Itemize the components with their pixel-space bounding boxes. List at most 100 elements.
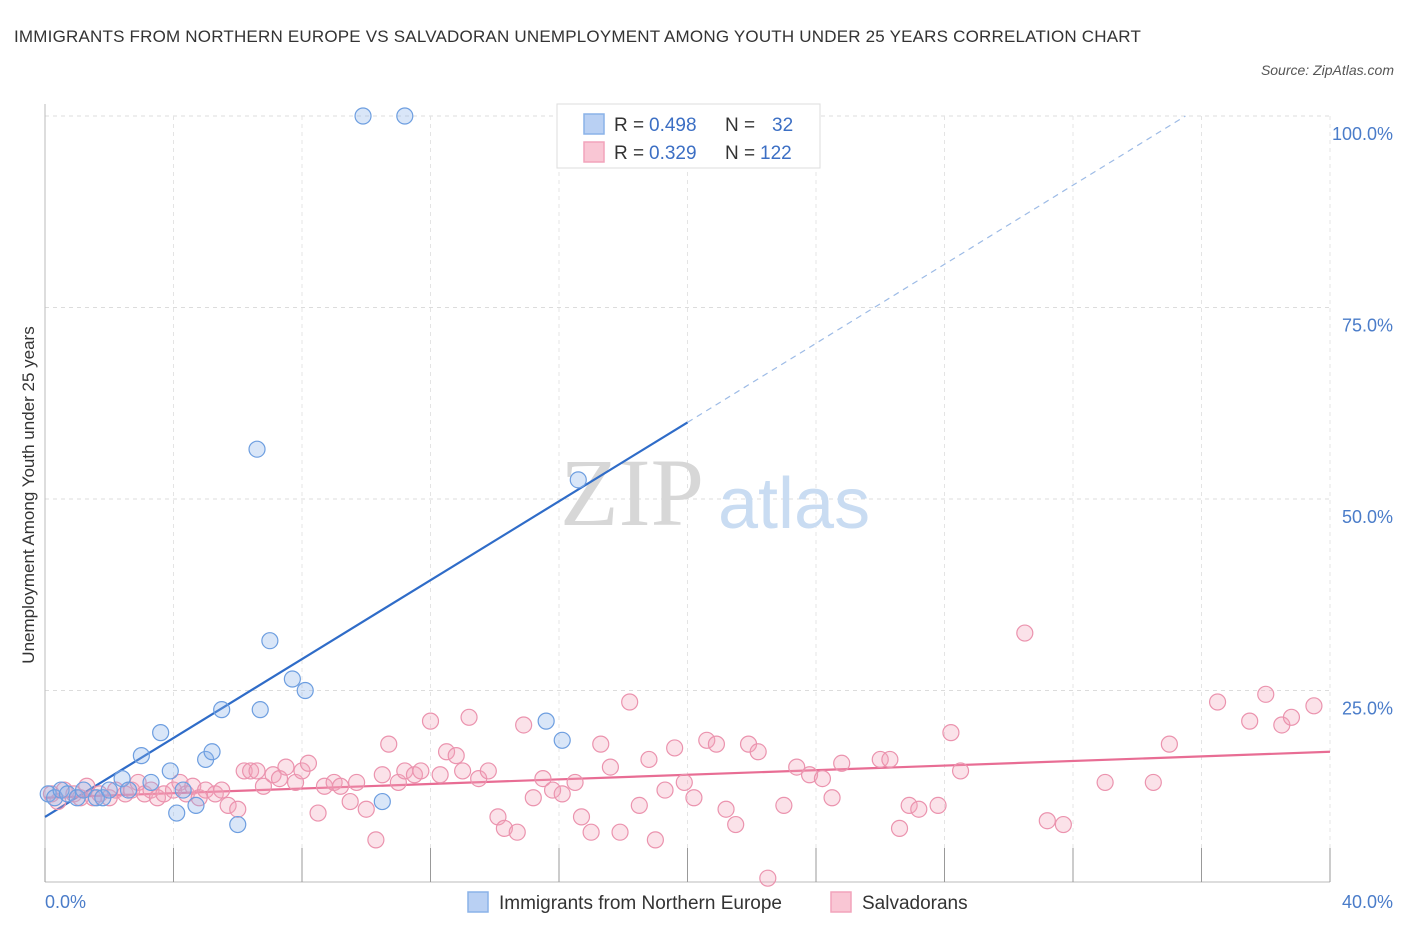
- point-salvadorans-30: [254, 777, 273, 795]
- point-salvadorans-42: [348, 773, 366, 792]
- point-salvadorans-99: [929, 796, 947, 815]
- point-northern-europe-20: [213, 701, 231, 719]
- point-salvadorans-108: [1208, 693, 1227, 711]
- point-salvadorans-92: [823, 789, 841, 807]
- legend-n-value-2: 122: [760, 143, 792, 164]
- point-northern-europe-25: [283, 670, 301, 688]
- point-salvadorans-112: [1282, 708, 1301, 726]
- legend-r-label-1: R =: [614, 115, 644, 136]
- point-northern-europe-10: [119, 781, 138, 799]
- legend-n-value-1: 32: [772, 115, 793, 136]
- legend-swatch-salvadorans: [583, 141, 605, 163]
- point-salvadorans-26: [229, 800, 247, 818]
- point-salvadorans-96: [890, 819, 909, 837]
- point-northern-europe-23: [251, 701, 269, 719]
- point-salvadorans-83: [717, 800, 735, 818]
- point-northern-europe-13: [152, 724, 170, 742]
- chart-title: IMMIGRANTS FROM NORTHERN EUROPE VS SALVA…: [14, 27, 1142, 46]
- point-northern-europe-26: [296, 681, 314, 700]
- point-salvadorans-113: [1305, 697, 1323, 715]
- point-salvadorans-104: [1054, 815, 1072, 834]
- point-salvadorans-50: [412, 762, 430, 780]
- point-salvadorans-110: [1257, 685, 1275, 703]
- point-salvadorans-55: [454, 762, 472, 780]
- point-salvadorans-94: [871, 750, 889, 769]
- series-legend: Immigrants from Northern Europe Salvador…: [467, 891, 968, 914]
- point-salvadorans-63: [524, 789, 542, 807]
- point-salvadorans-69: [582, 823, 600, 841]
- legend-r-value-1: 0.498: [649, 115, 697, 136]
- point-salvadorans-52: [431, 766, 449, 784]
- point-salvadorans-28: [242, 762, 260, 780]
- point-salvadorans-36: [299, 754, 318, 772]
- point-salvadorans-82: [707, 735, 726, 753]
- point-salvadorans-103: [1038, 812, 1056, 830]
- point-northern-europe-5: [74, 781, 93, 799]
- point-salvadorans-66: [553, 785, 571, 803]
- point-salvadorans-16: [155, 785, 173, 803]
- point-salvadorans-97: [900, 796, 918, 815]
- x-tick-label-0: 0.0%: [45, 892, 86, 912]
- point-salvadorans-101: [951, 762, 970, 780]
- point-salvadorans-109: [1241, 712, 1259, 730]
- point-salvadorans-80: [685, 789, 703, 807]
- point-salvadorans-79: [675, 773, 693, 792]
- point-salvadorans-61: [508, 823, 526, 841]
- point-salvadorans-89: [788, 758, 806, 776]
- point-northern-europe-19: [203, 743, 221, 761]
- point-northern-europe-11: [132, 747, 150, 765]
- y-tick-label-0: 100.0%: [1332, 124, 1393, 144]
- point-salvadorans-54: [447, 747, 465, 765]
- point-northern-europe-8: [100, 781, 118, 799]
- point-northern-europe-12: [142, 773, 160, 792]
- trend-line-northern-europe-extension: [687, 115, 1186, 423]
- point-salvadorans-68: [572, 808, 591, 826]
- point-salvadorans-51: [421, 712, 440, 730]
- point-northern-europe-6: [87, 789, 106, 807]
- point-salvadorans-78: [666, 739, 684, 757]
- watermark-zip: ZIP: [560, 439, 704, 546]
- point-northern-europe-22: [248, 440, 266, 458]
- point-salvadorans-56: [460, 708, 478, 726]
- legend-r-label-2: R =: [614, 143, 644, 164]
- legend-n-label-2: N =: [725, 143, 755, 164]
- point-salvadorans-53: [437, 743, 456, 761]
- x-tick-label-1: 40.0%: [1342, 892, 1393, 912]
- point-salvadorans-43: [357, 800, 375, 818]
- point-salvadorans-76: [646, 831, 664, 849]
- point-salvadorans-33: [277, 758, 295, 776]
- point-northern-europe-16: [174, 781, 192, 799]
- point-salvadorans-71: [601, 758, 620, 776]
- point-salvadorans-81: [698, 731, 716, 749]
- series-legend-swatch-1: [467, 891, 489, 913]
- point-salvadorans-77: [656, 781, 674, 799]
- point-salvadorans-46: [380, 735, 398, 753]
- point-salvadorans-86: [749, 743, 767, 761]
- point-salvadorans-24: [213, 781, 231, 799]
- point-salvadorans-73: [621, 693, 639, 711]
- point-salvadorans-72: [611, 823, 629, 841]
- point-salvadorans-105: [1096, 773, 1114, 792]
- point-salvadorans-102: [1016, 624, 1034, 642]
- point-northern-europe-17: [187, 796, 205, 815]
- point-northern-europe-14: [161, 762, 179, 780]
- point-salvadorans-75: [640, 750, 658, 769]
- point-northern-europe-32: [569, 471, 587, 489]
- y-tick-label-2: 50.0%: [1342, 507, 1393, 527]
- point-salvadorans-45: [373, 766, 391, 784]
- stats-legend: R = 0.498 N = 32 R = 0.329 N = 122: [556, 103, 821, 169]
- point-salvadorans-107: [1160, 735, 1178, 753]
- point-salvadorans-87: [759, 869, 777, 887]
- point-northern-europe-3: [58, 785, 77, 803]
- series-legend-label-1: Immigrants from Northern Europe: [499, 893, 782, 914]
- point-salvadorans-91: [813, 769, 832, 788]
- point-salvadorans-65: [543, 781, 562, 799]
- data-points: [39, 107, 1323, 887]
- point-salvadorans-95: [881, 750, 899, 769]
- point-salvadorans-74: [630, 796, 648, 815]
- point-salvadorans-25: [219, 796, 237, 815]
- point-northern-europe-21: [229, 815, 247, 834]
- watermark-atlas: atlas: [718, 464, 870, 544]
- point-salvadorans-60: [495, 819, 513, 837]
